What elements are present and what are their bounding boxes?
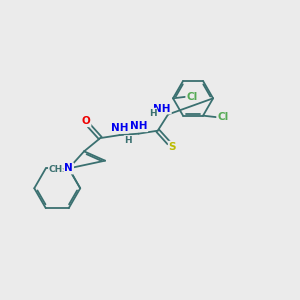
Text: N: N (64, 164, 73, 173)
Text: H: H (149, 109, 157, 118)
Text: NH: NH (153, 103, 171, 114)
Text: N: N (64, 164, 73, 173)
Text: NH: NH (111, 123, 128, 133)
Text: H: H (124, 136, 132, 145)
Text: NH: NH (130, 121, 147, 131)
Text: CH₃: CH₃ (49, 165, 67, 174)
Text: S: S (169, 142, 176, 152)
Text: Cl: Cl (217, 112, 228, 122)
Text: Cl: Cl (186, 92, 197, 102)
Text: O: O (82, 116, 91, 126)
